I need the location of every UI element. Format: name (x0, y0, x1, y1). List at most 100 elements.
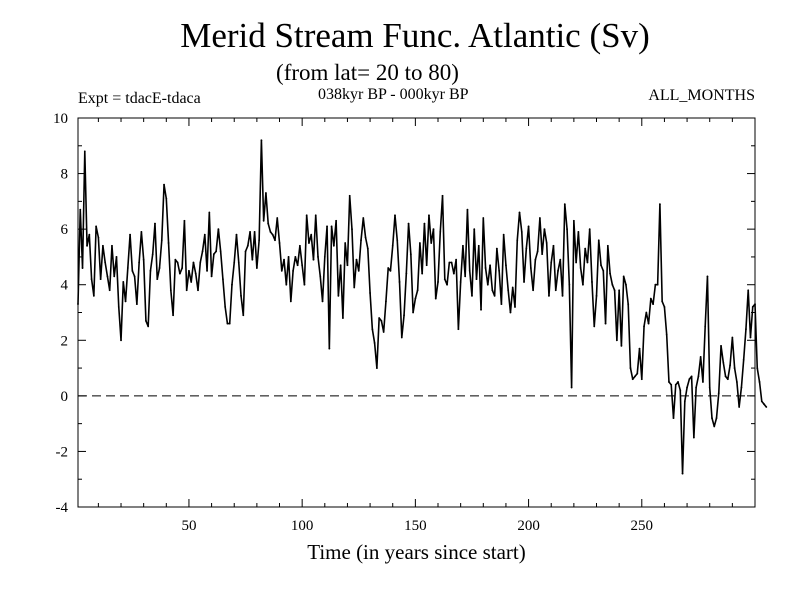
data-point (477, 244, 480, 247)
data-point (178, 272, 181, 275)
data-point (584, 247, 587, 250)
data-point (351, 228, 353, 231)
data-point (611, 283, 614, 286)
data-point (99, 278, 102, 281)
data-point (203, 233, 206, 236)
data-point (416, 289, 419, 292)
data-point (706, 275, 709, 278)
data-point (165, 197, 168, 200)
data-point (495, 247, 498, 250)
data-point (258, 239, 261, 242)
data-point (194, 272, 197, 275)
data-point (176, 261, 179, 264)
data-point (348, 194, 351, 197)
data-point (303, 283, 306, 286)
data-point (407, 222, 410, 225)
data-point (697, 375, 700, 378)
data-point (117, 306, 120, 308)
data-point (541, 253, 544, 256)
data-point (602, 269, 605, 272)
data-point (681, 472, 684, 475)
data-point (240, 294, 242, 297)
data-point (129, 233, 131, 236)
data-point (369, 292, 371, 294)
data-point (285, 283, 288, 286)
data-point (595, 294, 598, 297)
data-point (735, 381, 738, 383)
data-point (452, 272, 455, 275)
data-point (339, 264, 342, 267)
data-point (563, 203, 566, 206)
data-point (249, 231, 251, 233)
data-point (233, 261, 236, 264)
data-point (262, 219, 265, 222)
data-point (486, 283, 489, 286)
data-point (375, 367, 378, 369)
data-point (342, 317, 344, 319)
data-point (489, 264, 491, 267)
data-point (140, 231, 143, 233)
data-point (482, 217, 485, 219)
data-point (373, 342, 376, 344)
data-point (319, 275, 322, 278)
data-point (362, 217, 365, 219)
data-point (206, 269, 208, 272)
months-label: ALL_MONTHS (648, 87, 755, 104)
data-point (197, 289, 199, 292)
data-point (92, 294, 95, 297)
data-point (699, 356, 702, 358)
data-point (484, 267, 487, 269)
data-point (756, 367, 759, 369)
data-point (403, 314, 405, 317)
y-tick-label: 10 (53, 111, 68, 127)
series-line (77, 139, 767, 475)
data-point (353, 286, 356, 289)
y-tick-label: 8 (61, 167, 69, 183)
data-point (274, 239, 276, 242)
data-point (366, 247, 369, 250)
data-point (536, 250, 539, 253)
data-point (568, 283, 571, 286)
data-point (434, 297, 437, 300)
data-point (672, 417, 675, 419)
data-point (683, 400, 686, 403)
chart-subtitle: (from lat= 20 to 80) (276, 60, 459, 85)
data-point (593, 325, 596, 328)
data-point (529, 267, 532, 269)
data-point (491, 289, 494, 292)
y-tick-label: 6 (61, 222, 69, 238)
data-point (160, 239, 163, 242)
data-point (620, 344, 623, 347)
data-point (269, 231, 272, 233)
data-point (405, 272, 408, 275)
data-point (371, 328, 374, 331)
data-point (518, 211, 521, 214)
data-point (690, 375, 693, 378)
data-point (255, 267, 258, 269)
data-point (559, 258, 562, 261)
data-point (577, 231, 580, 233)
data-point (228, 322, 231, 325)
data-point (131, 269, 134, 272)
data-point (738, 406, 741, 408)
data-point (83, 150, 86, 153)
data-point (631, 378, 634, 381)
data-point (135, 303, 138, 306)
data-point (163, 183, 165, 186)
data-point (97, 236, 100, 239)
data-point (511, 286, 514, 289)
data-point (167, 242, 170, 244)
data-point (106, 275, 109, 278)
data-point (729, 364, 731, 367)
data-point (688, 378, 691, 381)
data-point (455, 258, 458, 261)
data-point (554, 289, 557, 292)
data-point (634, 375, 636, 378)
data-point (86, 244, 88, 247)
data-point (387, 267, 390, 269)
y-tick-label: 2 (61, 333, 69, 349)
data-point (437, 281, 439, 283)
data-point (702, 381, 704, 383)
data-point (591, 281, 593, 283)
